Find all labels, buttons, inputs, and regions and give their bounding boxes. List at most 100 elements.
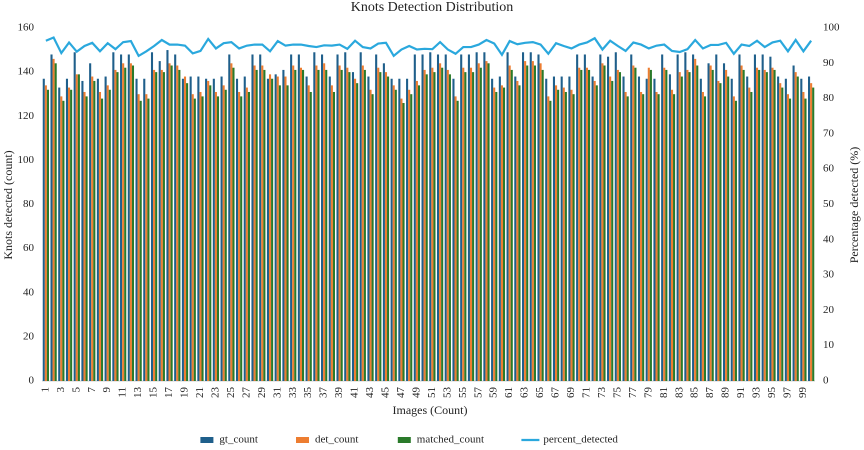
bar: [495, 91, 498, 381]
bar: [145, 94, 148, 381]
bar: [359, 52, 362, 382]
bar: [640, 91, 643, 381]
bar: [485, 61, 488, 381]
bar: [755, 67, 759, 382]
bar: [224, 89, 227, 382]
bar: [506, 52, 509, 382]
y-tick-label: 120: [18, 110, 35, 122]
bar: [70, 89, 73, 382]
bar: [483, 52, 486, 382]
bar: [634, 67, 637, 382]
bar: [694, 58, 697, 381]
bar: [777, 76, 780, 381]
bar: [410, 94, 413, 381]
bar: [421, 54, 424, 381]
bar: [500, 85, 503, 382]
x-tick-label: 39: [333, 387, 345, 399]
bar: [533, 65, 536, 381]
bar: [676, 54, 679, 381]
bar: [290, 54, 293, 381]
bar: [191, 94, 194, 381]
bar: [472, 72, 475, 381]
bar: [42, 78, 45, 382]
bar: [607, 56, 610, 382]
bar: [243, 76, 246, 381]
y-tick-label: 160: [18, 22, 35, 34]
bar: [135, 78, 138, 382]
x-tick-label: 67: [550, 387, 562, 399]
bar: [120, 54, 123, 381]
x-tick-label: 49: [410, 387, 422, 399]
bar: [730, 78, 733, 382]
bar: [268, 74, 272, 382]
bar: [794, 72, 797, 381]
bar: [469, 67, 473, 382]
bar: [498, 76, 501, 381]
bar: [439, 63, 442, 382]
bar: [786, 94, 789, 381]
x-tick-label: 79: [642, 387, 654, 399]
bar: [549, 100, 552, 382]
bar: [170, 65, 173, 381]
bar: [214, 91, 217, 381]
y2-tick-label: 100: [823, 22, 840, 34]
bar: [580, 69, 583, 381]
y-tick-label: 140: [18, 66, 35, 78]
legend-label: gt_count: [219, 434, 258, 446]
bar: [89, 63, 92, 382]
bar: [315, 65, 318, 381]
bar: [54, 63, 57, 382]
bar: [104, 76, 107, 381]
bar: [585, 67, 589, 382]
x-tick-label: 99: [797, 387, 809, 399]
bar: [655, 91, 658, 381]
bar: [382, 63, 385, 382]
bar: [232, 67, 235, 382]
bar: [792, 65, 795, 381]
bar: [541, 69, 544, 381]
bar: [773, 69, 776, 381]
bar: [292, 65, 295, 381]
x-tick-label: 41: [349, 387, 361, 398]
legend-label: det_count: [315, 434, 358, 446]
bar: [502, 87, 506, 381]
bar: [336, 54, 339, 381]
bar: [181, 78, 184, 382]
y-tick-label: 100: [18, 154, 35, 166]
bar: [346, 67, 349, 382]
bar: [168, 63, 171, 382]
bar: [653, 78, 656, 382]
bar: [684, 52, 687, 382]
bar: [207, 80, 210, 381]
x-tick-label: 31: [271, 387, 283, 398]
bar: [545, 78, 548, 382]
bar: [147, 98, 150, 381]
bar: [678, 72, 681, 381]
bar: [746, 76, 749, 381]
bar: [537, 54, 540, 381]
bar: [212, 78, 215, 382]
bar: [284, 76, 287, 381]
bar: [788, 98, 792, 381]
bar: [176, 65, 179, 381]
bar: [205, 78, 208, 382]
bar: [464, 72, 467, 381]
x-tick-label: 13: [132, 387, 144, 399]
bar: [761, 54, 764, 381]
bar: [93, 80, 96, 381]
y-tick-label: 20: [23, 330, 35, 342]
x-tick-label: 37: [318, 387, 330, 399]
bar: [570, 89, 573, 382]
y-tick-label: 80: [23, 198, 35, 210]
bar: [209, 85, 212, 382]
bar: [238, 91, 241, 381]
bar: [253, 65, 256, 381]
bar: [661, 54, 664, 381]
bar: [696, 65, 699, 381]
bar: [444, 54, 447, 381]
bar: [379, 72, 382, 381]
bar: [354, 78, 357, 382]
bar: [557, 89, 560, 382]
bar: [228, 54, 231, 381]
x-tick-label: 87: [704, 387, 716, 399]
